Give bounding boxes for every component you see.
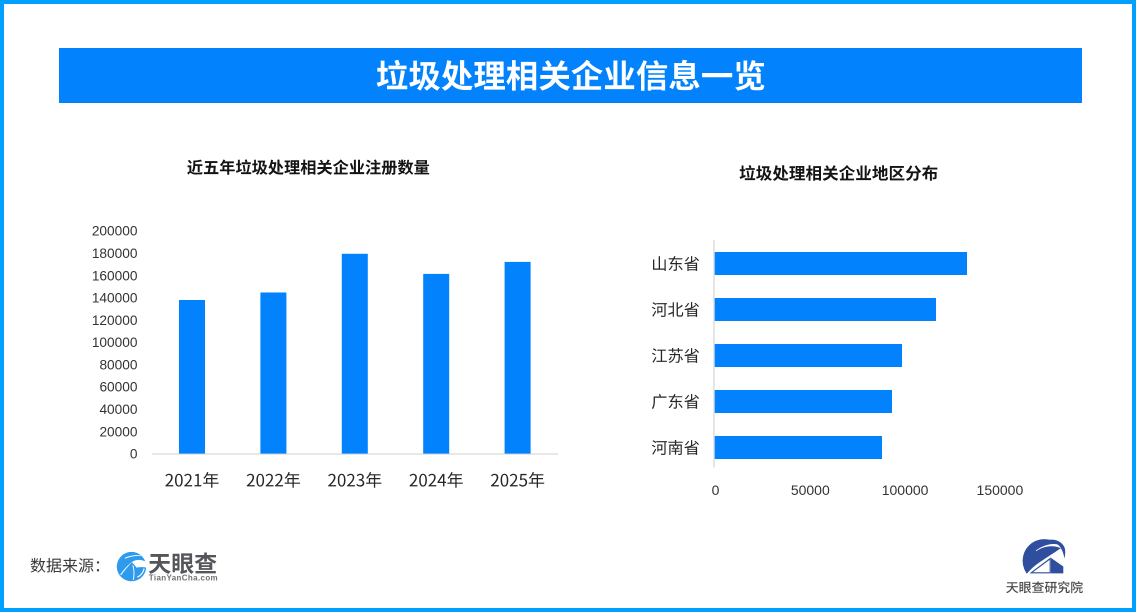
svg-text:0: 0	[130, 447, 138, 462]
svg-text:120000: 120000	[92, 313, 138, 328]
svg-text:140000: 140000	[92, 291, 138, 306]
svg-text:40000: 40000	[99, 402, 137, 417]
svg-text:50000: 50000	[791, 482, 830, 498]
svg-text:160000: 160000	[92, 268, 138, 283]
svg-text:60000: 60000	[99, 380, 137, 395]
svg-text:TianYanCha.com: TianYanCha.com	[149, 574, 218, 583]
svg-text:80000: 80000	[99, 357, 137, 372]
svg-text:20000: 20000	[99, 424, 137, 439]
svg-text:0: 0	[712, 482, 720, 498]
svg-text:200000: 200000	[92, 224, 138, 239]
svg-text:180000: 180000	[92, 246, 138, 261]
svg-text:100000: 100000	[92, 335, 138, 350]
svg-text:150000: 150000	[977, 482, 1024, 498]
svg-text:100000: 100000	[882, 482, 929, 498]
